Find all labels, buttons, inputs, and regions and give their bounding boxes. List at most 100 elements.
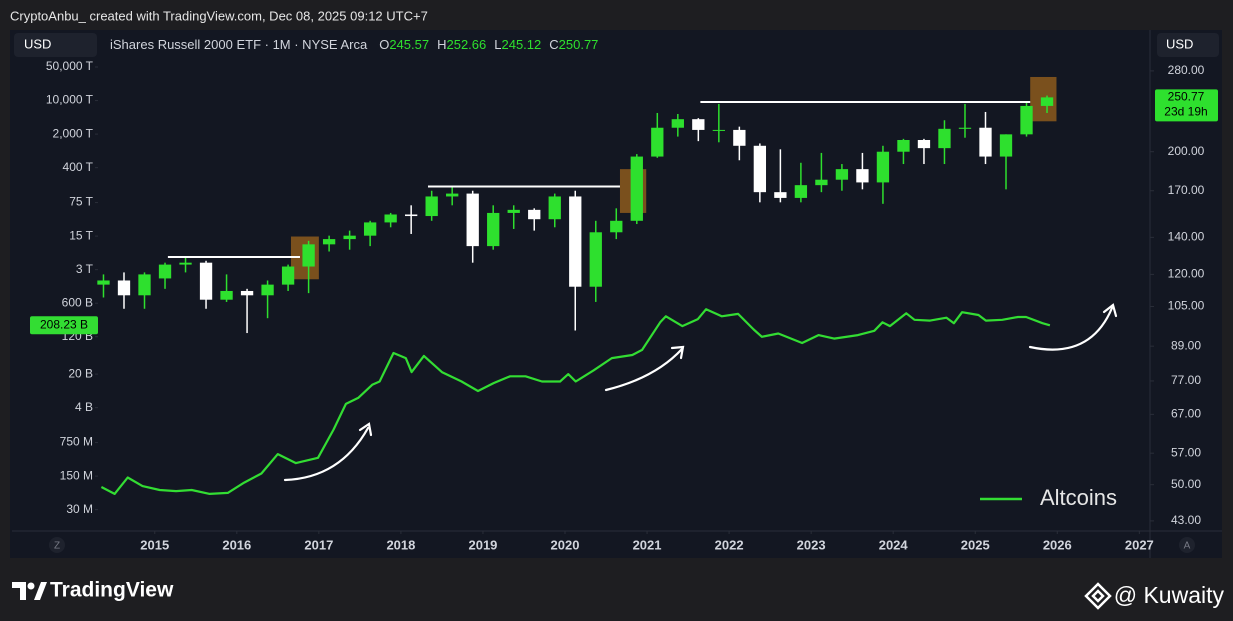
series-line xyxy=(100,308,1051,495)
candle-body xyxy=(240,290,254,296)
scale-button-label: A xyxy=(1184,541,1191,552)
symbol-title: iShares Russell 2000 ETF · 1M · NYSE Arc… xyxy=(110,37,368,52)
y-tick-label: 105.00 xyxy=(1168,299,1205,313)
candle-body xyxy=(610,220,623,233)
x-tick-label: 2021 xyxy=(633,537,662,552)
ohlc-key: O xyxy=(379,37,389,52)
last-price-tag xyxy=(1155,89,1218,122)
x-tick-label: 2018 xyxy=(386,537,415,552)
candle-body xyxy=(322,239,336,245)
y-tick-label: 77.00 xyxy=(1171,373,1201,387)
candle-body xyxy=(958,127,972,129)
last-price: 250.77 xyxy=(1168,90,1205,104)
candle-body xyxy=(774,192,787,198)
y-tick-label: 140.00 xyxy=(1168,230,1205,244)
arrow xyxy=(604,347,684,392)
candle-body xyxy=(97,280,110,285)
candle-body xyxy=(897,139,910,152)
y-tick-label: 280.00 xyxy=(1168,63,1205,77)
header: CryptoAnbu_ created with TradingView.com… xyxy=(10,8,428,23)
candle-body xyxy=(999,134,1013,157)
currency-button[interactable] xyxy=(14,33,97,57)
x-tick-label: 2017 xyxy=(304,537,333,552)
y2-tick-label: 400 T xyxy=(63,160,94,174)
candle-body xyxy=(425,196,438,217)
arrow xyxy=(1028,306,1114,351)
x-tick-label: 2022 xyxy=(715,537,744,552)
currency-label: USD xyxy=(24,36,51,51)
candle-body xyxy=(794,185,808,198)
legend-label: Altcoins xyxy=(1040,485,1117,510)
y2-tick-label: 75 T xyxy=(69,195,93,209)
candle-body xyxy=(835,169,849,180)
candle-body xyxy=(938,128,951,149)
y2-tick-label: 4 B xyxy=(75,400,93,414)
candle-body xyxy=(158,264,172,279)
y-tick-label: 120.00 xyxy=(1168,267,1205,281)
x-tick-label: 2025 xyxy=(961,537,990,552)
candle-body xyxy=(405,214,418,217)
candle-body xyxy=(384,214,397,223)
logo-part xyxy=(1091,589,1105,603)
logo-part xyxy=(1084,582,1112,610)
currency-label: USD xyxy=(1166,36,1193,51)
candle-body xyxy=(507,209,520,213)
candle-body xyxy=(753,145,767,193)
candle-body xyxy=(569,196,582,287)
candle-body xyxy=(199,262,213,300)
x-tick-label: 2027 xyxy=(1125,537,1154,552)
arrow-head xyxy=(1102,303,1118,318)
x-tick-label: 2020 xyxy=(551,537,580,552)
candle-body xyxy=(1040,97,1054,106)
candle-body xyxy=(733,129,746,146)
scale-button-label: Z xyxy=(54,541,60,552)
candle-body xyxy=(138,274,151,296)
y2-tick-label: 150 M xyxy=(60,468,93,482)
ohlc-key: H xyxy=(437,37,446,52)
currency-button[interactable] xyxy=(1157,33,1219,57)
y2-tick-label: 3 T xyxy=(76,262,94,276)
candle-body xyxy=(712,129,725,131)
x-tick-label: 2019 xyxy=(468,537,497,552)
candle-body xyxy=(651,127,664,157)
candle-body xyxy=(671,119,684,128)
candle-body xyxy=(302,244,315,267)
scale-button[interactable] xyxy=(49,537,65,553)
candle-body xyxy=(876,151,890,183)
candle-body xyxy=(446,193,459,197)
candle-body xyxy=(117,280,131,296)
scale-button[interactable] xyxy=(1179,537,1195,553)
logo-part xyxy=(34,582,47,600)
y-tick-label: 200.00 xyxy=(1168,144,1205,158)
candle-body xyxy=(261,284,274,296)
ohlc-key: C xyxy=(549,37,558,52)
candle-body xyxy=(1020,105,1033,135)
candle-body xyxy=(487,212,500,247)
logo-part xyxy=(27,582,35,590)
y2-tick-label: 15 T xyxy=(69,228,93,242)
y2-tick-label: 50,000 T xyxy=(46,59,94,73)
ohlc-value: 245.12 xyxy=(501,37,541,52)
y2-tick-label: 600 B xyxy=(62,295,93,309)
candle-body xyxy=(179,262,192,265)
y-tick-label: 170.00 xyxy=(1168,183,1205,197)
y2-tick-label: 2,000 T xyxy=(53,126,94,140)
brand: TradingView xyxy=(50,579,174,602)
candle-body xyxy=(589,232,602,287)
candle-body xyxy=(979,127,992,157)
ohlc-value: 250.77 xyxy=(559,37,599,52)
author-logo xyxy=(1084,582,1112,610)
candle-body xyxy=(630,156,643,221)
y2-tick-label: 750 M xyxy=(60,435,93,449)
arrow-head xyxy=(358,422,373,437)
arrows xyxy=(283,303,1118,482)
candle-body xyxy=(548,196,561,220)
candle-body xyxy=(343,235,356,240)
candle-body xyxy=(363,222,377,236)
x-tick-label: 2024 xyxy=(879,537,909,552)
candle-body xyxy=(466,193,479,247)
y-tick-label: 89.00 xyxy=(1171,338,1201,352)
brand-logo xyxy=(12,582,47,600)
author: @ Kuwaity xyxy=(1114,582,1225,608)
